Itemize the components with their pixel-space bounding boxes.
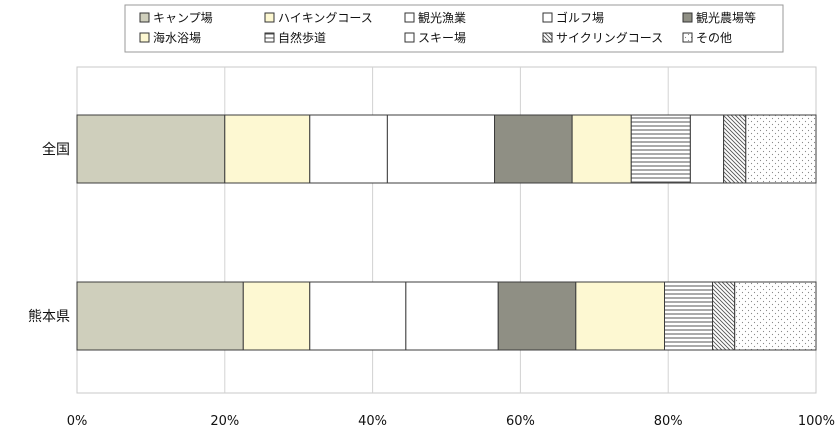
- legend-label: サイクリングコース: [556, 31, 663, 45]
- bar-segment: [494, 114, 573, 184]
- legend-box: [124, 4, 784, 53]
- legend-label: ゴルフ場: [556, 10, 604, 25]
- legend-swatch: [139, 32, 150, 43]
- legend-swatch: [542, 12, 553, 23]
- bar-segment: [497, 281, 577, 351]
- legend-swatch: [404, 12, 415, 23]
- value-axis: 0% 20% 40% 60% 80% 100%: [67, 414, 835, 429]
- tick-label: 60%: [506, 414, 535, 429]
- bar-segment: [734, 281, 817, 351]
- legend-swatch: [542, 32, 553, 43]
- bar-segment: [224, 114, 311, 184]
- bar-segment: [689, 114, 725, 184]
- bar-segment: [745, 114, 817, 184]
- legend-label: 海水浴場: [153, 30, 201, 45]
- bar-segment: [405, 281, 499, 351]
- tick-label: 100%: [798, 414, 835, 429]
- tick-label: 80%: [654, 414, 683, 429]
- category-label: 全国: [42, 141, 70, 158]
- bar-segment: [309, 281, 407, 351]
- category-label: 熊本県: [28, 309, 70, 325]
- legend-label: その他: [696, 31, 732, 45]
- legend-label: スキー場: [418, 31, 466, 45]
- tick-label: 40%: [358, 414, 387, 429]
- bar-segment: [76, 114, 226, 184]
- bar-segment: [575, 281, 666, 351]
- bar-segment: [723, 114, 747, 184]
- legend-label: ハイキングコース: [278, 11, 373, 25]
- legend-swatch: [139, 12, 150, 23]
- bar-segment: [76, 281, 244, 351]
- bar-segment: [630, 114, 691, 184]
- legend-label: 観光漁業: [418, 11, 466, 25]
- tick-label: 0%: [67, 414, 88, 429]
- legend-swatch: [264, 12, 275, 23]
- bar-segment: [664, 281, 714, 351]
- bar-segment: [571, 114, 632, 184]
- legend-label: 観光農場等: [696, 11, 756, 25]
- bar-segment: [386, 114, 496, 184]
- legend-label: 自然歩道: [278, 30, 326, 45]
- bar-segment: [309, 114, 388, 184]
- plot-area: [76, 66, 817, 394]
- bar-segment: [242, 281, 311, 351]
- legend-label: キャンプ場: [153, 11, 213, 25]
- bar-segment: [712, 281, 736, 351]
- legend-swatch: [264, 32, 275, 43]
- tick-label: 20%: [210, 414, 239, 429]
- legend-swatch: [404, 32, 415, 43]
- legend-swatch: [682, 12, 693, 23]
- legend-swatch: [682, 32, 693, 43]
